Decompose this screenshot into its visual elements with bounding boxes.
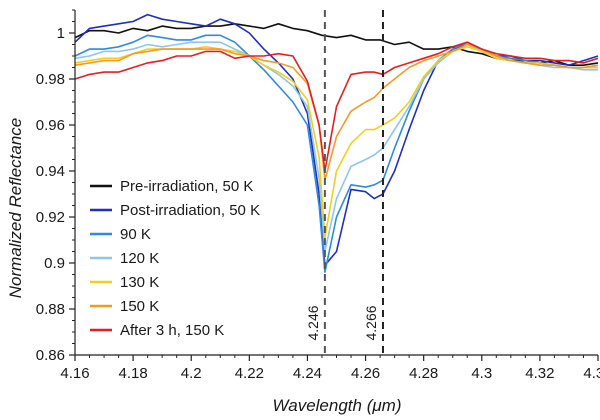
- x-axis-title: Wavelength (μm): [273, 396, 402, 415]
- series-line-2: [74, 34, 598, 274]
- legend-label-1: Post-irradiation, 50 K: [120, 202, 260, 219]
- y-tick-label-1: 0.88: [36, 301, 65, 318]
- x-tick-label-5: 4.26: [351, 365, 380, 382]
- y-tick-label-5: 0.96: [36, 117, 65, 134]
- legend-label-0: Pre-irradiation, 50 K: [120, 178, 253, 195]
- x-tick-label-6: 4.28: [409, 365, 438, 382]
- reference-line-label-1: 4.266: [363, 305, 379, 340]
- legend-label-4: 130 K: [120, 274, 159, 291]
- y-tick-label-3: 0.92: [36, 209, 65, 226]
- x-tick-label-0: 4.16: [60, 365, 89, 382]
- plot-area: [74, 13, 599, 274]
- x-tick-label-9: 4.34: [583, 365, 600, 382]
- reference-line-label-0: 4.246: [305, 305, 321, 340]
- legend-label-3: 120 K: [120, 250, 159, 267]
- y-tick-label-2: 0.9: [44, 255, 65, 272]
- series-line-6: [74, 41, 599, 172]
- legend: Pre-irradiation, 50 K Post-irradiation, 5…: [90, 178, 260, 339]
- series-line-5: [74, 43, 599, 181]
- y-tick-label-4: 0.94: [36, 163, 65, 180]
- legend-label-6: After 3 h, 150 K: [120, 322, 224, 339]
- y-tick-label-7: 1: [57, 25, 65, 42]
- y-axis-title: Normalized Reflectance: [6, 118, 25, 298]
- legend-label-2: 90 K: [120, 226, 151, 243]
- axes: 4.16 4.18 4.2 4.22 4.24 4.26 4.28 4.3 4.32 4.34 0.…: [36, 9, 600, 382]
- y-tick-label-6: 0.98: [36, 71, 65, 88]
- series-line-1: [74, 13, 599, 267]
- x-tick-label-4: 4.24: [293, 365, 322, 382]
- legend-label-5: 150 K: [120, 298, 159, 315]
- x-tick-label-7: 4.3: [471, 365, 492, 382]
- x-tick-label-8: 4.32: [525, 365, 554, 382]
- x-tick-label-1: 4.18: [119, 365, 148, 382]
- y-tick-label-0: 0.86: [36, 347, 65, 364]
- x-tick-label-2: 4.2: [181, 365, 202, 382]
- x-tick-label-3: 4.22: [235, 365, 264, 382]
- reference-lines: 4.246 4.266: [305, 10, 384, 355]
